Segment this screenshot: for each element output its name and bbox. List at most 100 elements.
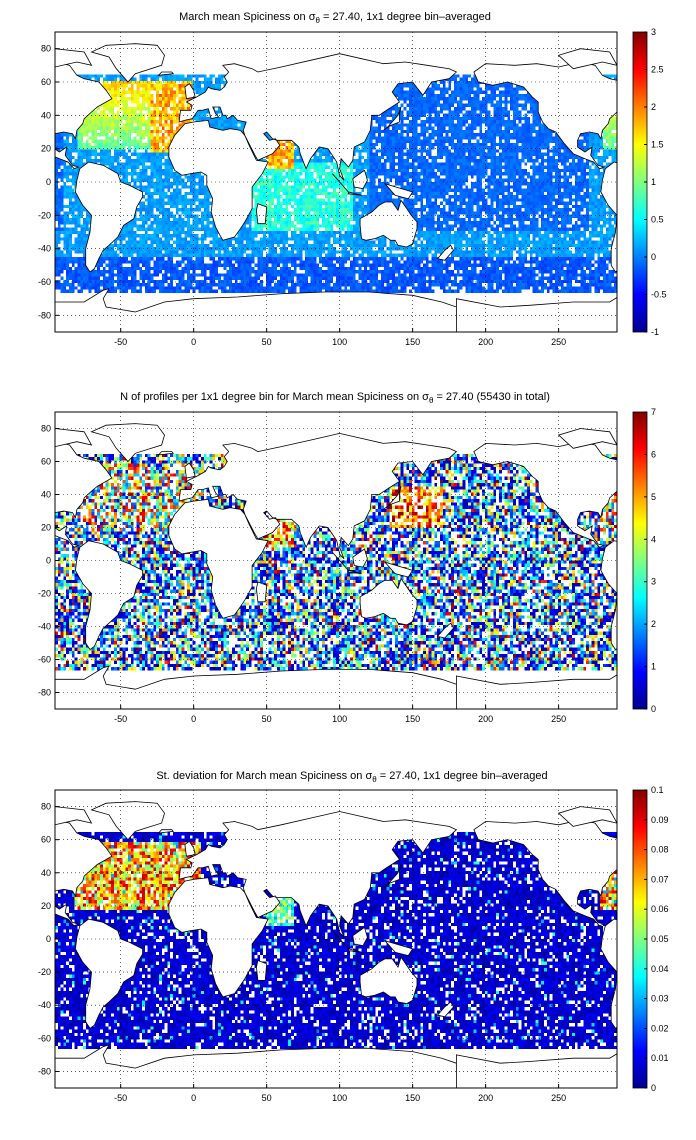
y-tick-label: 60	[41, 77, 51, 87]
colorbar-tick-label: 3	[651, 27, 656, 37]
colorbar-tick-label: 7	[651, 407, 656, 417]
y-tick-label: 20	[41, 901, 51, 911]
y-tick-label: -60	[38, 1033, 51, 1043]
colorbar-tick-label: 2.5	[651, 65, 664, 75]
colorbar-tick-label: 0.07	[651, 874, 669, 884]
x-tick-label: 0	[191, 714, 196, 724]
x-tick-label: 150	[405, 337, 420, 347]
y-tick-label: 20	[41, 144, 51, 154]
colorbar-tick-label: 4	[651, 534, 656, 544]
coastlines	[55, 423, 617, 709]
colorbar-tick-label: 1.5	[651, 140, 664, 150]
land-mass	[600, 540, 617, 651]
y-tick-label: 0	[46, 556, 51, 566]
land-mass	[90, 423, 165, 463]
land-mass	[473, 819, 617, 927]
land-mass	[168, 498, 269, 619]
land-mass	[55, 428, 93, 448]
x-tick-label: 250	[551, 337, 566, 347]
x-tick-label: 0	[191, 1093, 196, 1103]
x-tick-label: 100	[332, 714, 347, 724]
land-mass	[600, 918, 617, 1029]
y-tick-label: -20	[38, 967, 51, 977]
x-tick-label: 0	[191, 337, 196, 347]
x-tick-label: 150	[405, 1093, 420, 1103]
y-tick-label: -80	[38, 688, 51, 698]
y-tick-label: -20	[38, 210, 51, 220]
land-mass	[168, 119, 269, 241]
y-tick-label: -40	[38, 1000, 51, 1010]
land-mass	[184, 83, 196, 100]
land-mass	[348, 191, 362, 196]
y-tick-label: -60	[38, 655, 51, 665]
title-std-deviation: St. deviation for March mean Spiciness o…	[156, 770, 547, 784]
x-tick-label: -50	[114, 1093, 127, 1103]
x-tick-label: 100	[332, 337, 347, 347]
land-mass	[383, 561, 414, 578]
colorbar-tick-label: 0	[651, 704, 656, 714]
land-mass	[473, 61, 617, 170]
land-mass	[348, 569, 362, 575]
y-tick-label: 0	[46, 934, 51, 944]
colorbar-tick-label: -0.5	[651, 290, 667, 300]
land-mass	[383, 864, 402, 889]
x-tick-label: 250	[551, 714, 566, 724]
colorbar-tick-label: 0.1	[651, 785, 664, 795]
colorbar-tick-label: 0.09	[651, 815, 669, 825]
land-mass	[178, 811, 458, 938]
y-tick-label: 20	[41, 523, 51, 533]
y-tick-label: -20	[38, 589, 51, 599]
colorbar-tick-label: 1	[651, 177, 656, 187]
land-mass	[178, 432, 458, 560]
colorbar-tick-label: 2	[651, 102, 656, 112]
colorbar-tick-label: 1	[651, 662, 656, 672]
land-mass	[332, 930, 349, 950]
coastlines	[55, 43, 617, 332]
y-tick-label: 60	[41, 835, 51, 845]
land-mass	[55, 665, 457, 709]
land-mass	[557, 806, 617, 827]
land-mass	[157, 451, 174, 456]
land-mass	[255, 203, 268, 225]
colorbar-tick-label: 0	[651, 1083, 656, 1093]
x-tick-label: 200	[478, 714, 493, 724]
colorbar-tick-label: 0.5	[651, 215, 664, 225]
colorbar-tick-label: 2	[651, 619, 656, 629]
colorbar-tick-label: 0.06	[651, 904, 669, 914]
land-mass	[55, 48, 93, 68]
y-tick-label: 80	[41, 44, 51, 54]
colorbar-tick-label: 0.04	[651, 964, 669, 974]
land-mass	[90, 43, 165, 83]
y-tick-label: -60	[38, 277, 51, 287]
colorbar-tick-label: 5	[651, 492, 656, 502]
colorbar-tick-label: 0.01	[651, 1053, 669, 1063]
land-mass	[436, 622, 454, 639]
land-mass	[55, 806, 93, 826]
land-mass	[359, 956, 418, 1005]
land-mass	[348, 948, 362, 953]
land-mass	[615, 51, 617, 53]
colorbar-tick-label: 0.05	[651, 934, 669, 944]
y-tick-label: 60	[41, 457, 51, 467]
colorbar-tick-label: -1	[651, 327, 659, 337]
y-tick-label: 40	[41, 490, 51, 500]
y-tick-label: 80	[41, 424, 51, 434]
colorbar-tick-label: 0	[651, 252, 656, 262]
colorbar-tick-label: 6	[651, 449, 656, 459]
land-mass	[600, 161, 617, 273]
land-mass	[255, 959, 268, 981]
y-tick-label: -40	[38, 244, 51, 254]
x-tick-label: 200	[478, 1093, 493, 1103]
x-tick-label: 50	[262, 1093, 272, 1103]
title-profile-count: N of profiles per 1x1 degree bin for Mar…	[120, 391, 550, 405]
land-mass	[557, 428, 617, 449]
land-mass	[383, 182, 414, 200]
land-mass	[359, 577, 418, 626]
y-tick-label: 40	[41, 110, 51, 120]
colorbar-profile-count: 7 6 5 4 3 2 1 0	[632, 407, 656, 714]
colorbar-spiciness: 3 2.5 2 1.5 1 0.5 0 -0.5 -1	[632, 27, 667, 337]
land-mass	[168, 877, 269, 998]
x-tick-label: 250	[551, 1093, 566, 1103]
